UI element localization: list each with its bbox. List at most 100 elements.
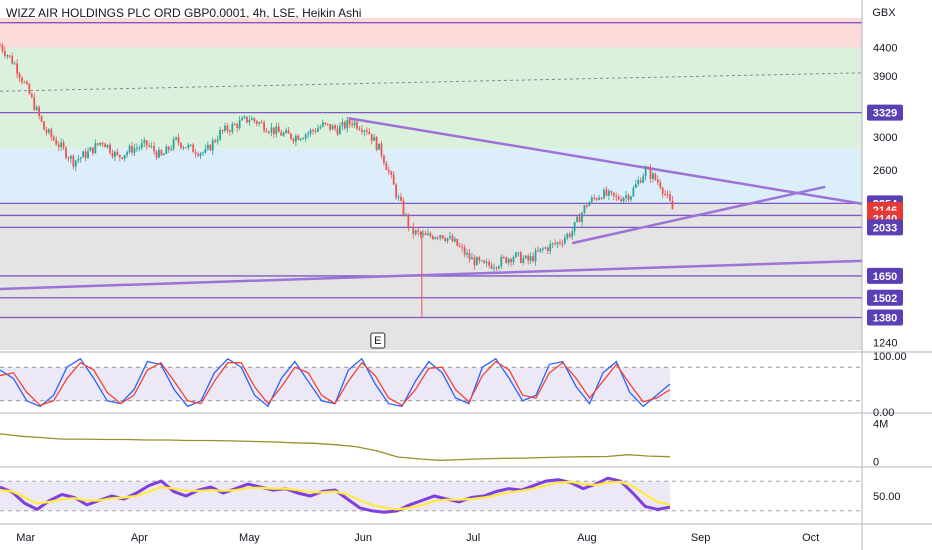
candle-body: [588, 202, 591, 206]
candle-body: [488, 261, 490, 266]
candle-body: [402, 200, 405, 216]
candle-body: [644, 167, 647, 177]
candle-body: [365, 130, 368, 132]
candle-body: [541, 248, 544, 250]
candle-body: [3, 50, 6, 56]
level-badge: [867, 289, 903, 306]
candle-body: [524, 255, 527, 259]
candle-body: [405, 214, 407, 216]
candle-body: [573, 221, 576, 232]
candle-body: [187, 144, 190, 148]
candle-body: [30, 93, 33, 98]
candle-body: [671, 200, 674, 210]
candle-body: [326, 123, 329, 125]
candle-body: [485, 261, 488, 264]
candle-body: [554, 243, 557, 245]
candle-body: [358, 128, 361, 130]
price-tick-label: 2600: [873, 165, 897, 177]
candle-body: [204, 148, 207, 153]
candle-body: [153, 146, 155, 152]
candle-body: [65, 147, 67, 158]
candle-body: [28, 84, 31, 94]
candle-body: [351, 123, 354, 126]
zone-band-2: [0, 148, 862, 204]
price-tick-label: 3900: [873, 71, 897, 83]
candle-body: [87, 151, 89, 158]
candle-body: [140, 143, 143, 148]
candle-body: [539, 248, 542, 252]
pane-tick-label: 4M: [873, 418, 888, 430]
candle-body: [50, 129, 53, 137]
candle-body: [505, 257, 508, 263]
candle-body: [94, 143, 97, 154]
candle-body: [101, 142, 104, 144]
candle-body: [480, 260, 483, 262]
pane-band-stoch: [0, 367, 670, 401]
candle-body: [400, 196, 402, 201]
candle-body: [617, 196, 620, 200]
candle-body: [116, 151, 119, 155]
time-tick-label: Apr: [131, 532, 148, 544]
candle-body: [126, 152, 129, 155]
candle-body: [143, 140, 146, 144]
candle-body: [466, 253, 468, 255]
candle-body: [429, 233, 432, 237]
candle-body: [321, 122, 324, 127]
candle-body: [150, 146, 153, 148]
candle-body: [383, 155, 385, 164]
candle-body: [507, 258, 510, 263]
candle-body: [522, 258, 525, 263]
candle-body: [299, 138, 302, 140]
candle-body: [363, 130, 366, 132]
candle-body: [490, 265, 493, 269]
candle-body: [456, 238, 459, 246]
candle-body: [458, 245, 461, 247]
candle-body: [270, 127, 273, 133]
candle-body: [238, 120, 241, 129]
candle-body: [356, 122, 358, 129]
candle-body: [48, 129, 50, 133]
candle-body: [70, 156, 72, 159]
candle-body: [639, 180, 642, 183]
candle-body: [228, 130, 231, 132]
candle-body: [297, 135, 300, 140]
price-tick-label: 4400: [873, 43, 897, 55]
candle-body: [109, 144, 111, 153]
candle-body: [114, 151, 116, 157]
candle-body: [625, 195, 627, 198]
candle-body: [373, 136, 376, 141]
price-tick-label: 3000: [873, 132, 897, 144]
candle-body: [84, 151, 87, 158]
candle-body: [556, 242, 559, 245]
candle-body: [268, 131, 270, 133]
candle-body: [82, 151, 85, 158]
candle-body: [92, 147, 94, 154]
candle-body: [133, 148, 136, 153]
candle-body: [471, 257, 473, 260]
candle-body: [260, 122, 263, 124]
level-badge-label: 1650: [873, 271, 897, 283]
candle-body: [375, 136, 378, 150]
candle-body: [96, 143, 99, 145]
candle-body: [417, 230, 420, 232]
candle-body: [576, 216, 579, 222]
candle-body: [226, 125, 229, 131]
candle-body: [605, 189, 608, 196]
time-tick-label: Jun: [354, 532, 372, 544]
level-badge-label: 1502: [873, 293, 897, 305]
candle-body: [221, 129, 224, 131]
level-badge: [867, 309, 903, 326]
candle-body: [593, 197, 596, 199]
candle-body: [25, 82, 28, 85]
candle-body: [461, 246, 464, 248]
candle-body: [255, 121, 258, 124]
candle-body: [197, 154, 199, 156]
candle-body: [282, 132, 285, 136]
candle-body: [581, 212, 583, 223]
candle-body: [612, 192, 615, 196]
candle-body: [287, 130, 290, 134]
candle-body: [343, 121, 346, 129]
candle-body: [145, 140, 148, 146]
candle-body: [649, 168, 652, 179]
